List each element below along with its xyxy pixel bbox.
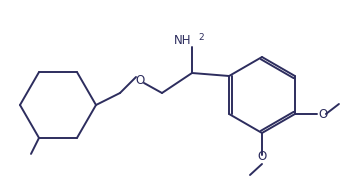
Text: O: O bbox=[318, 108, 327, 121]
Text: O: O bbox=[135, 74, 145, 87]
Text: NH: NH bbox=[174, 33, 191, 46]
Text: 2: 2 bbox=[198, 33, 204, 43]
Text: O: O bbox=[257, 150, 267, 163]
